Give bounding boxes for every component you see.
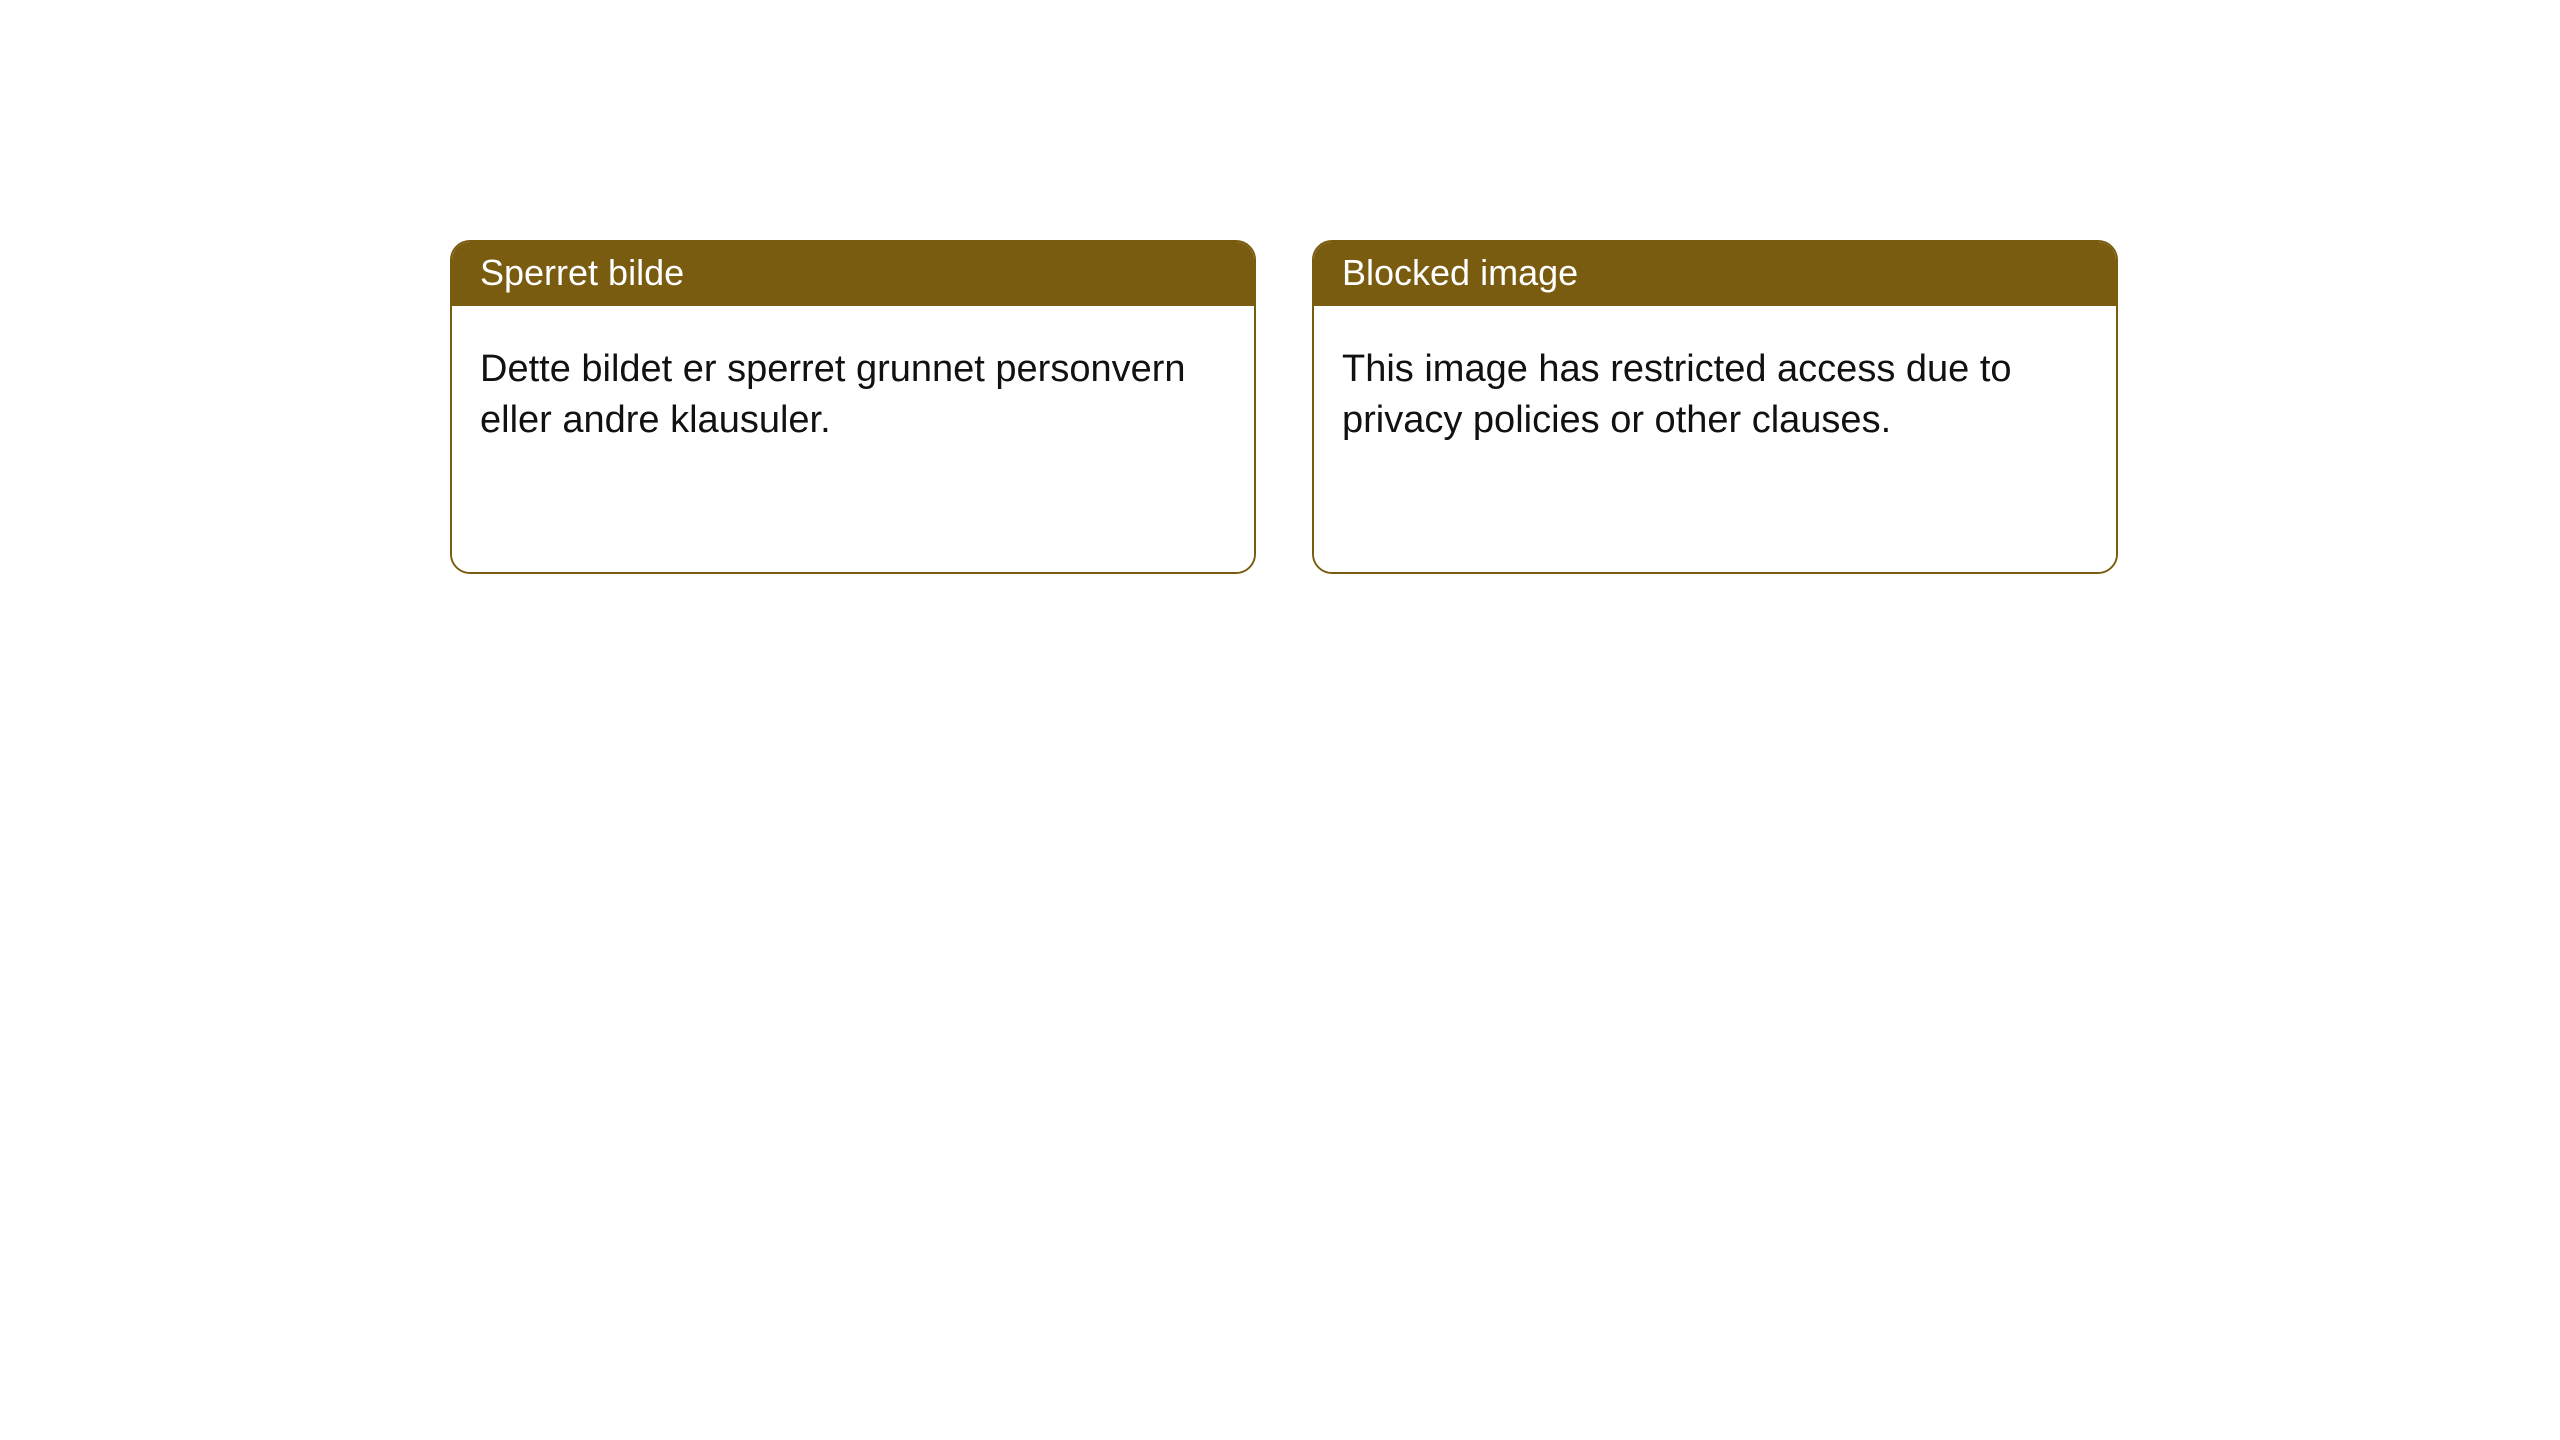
- notice-body-text: This image has restricted access due to …: [1342, 348, 2012, 441]
- notice-card-norwegian: Sperret bilde Dette bildet er sperret gr…: [450, 240, 1256, 574]
- notice-container: Sperret bilde Dette bildet er sperret gr…: [0, 0, 2560, 574]
- notice-title: Sperret bilde: [480, 252, 684, 293]
- notice-card-body: Dette bildet er sperret grunnet personve…: [452, 306, 1254, 572]
- notice-card-header: Blocked image: [1314, 242, 2116, 306]
- notice-card-english: Blocked image This image has restricted …: [1312, 240, 2118, 574]
- notice-card-header: Sperret bilde: [452, 242, 1254, 306]
- notice-body-text: Dette bildet er sperret grunnet personve…: [480, 348, 1186, 441]
- notice-title: Blocked image: [1342, 252, 1578, 293]
- notice-card-body: This image has restricted access due to …: [1314, 306, 2116, 572]
